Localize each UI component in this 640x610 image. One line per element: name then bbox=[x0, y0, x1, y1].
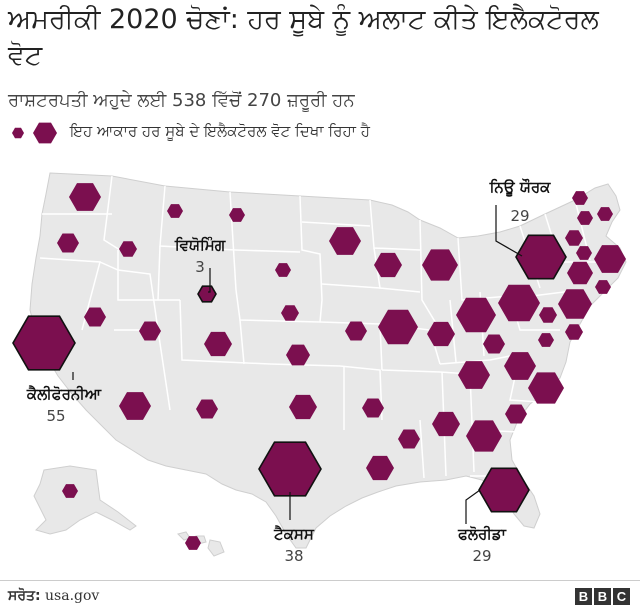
callout-wyoming: ਵਿਯੋਮਿੰਗ 3 bbox=[174, 235, 226, 293]
hex-pennsylvania bbox=[558, 289, 592, 319]
leader-line-new-york bbox=[495, 205, 523, 257]
hex-indiana bbox=[456, 297, 496, 333]
hex-north-carolina bbox=[504, 352, 536, 380]
hex-kansas bbox=[286, 344, 310, 366]
hex-washington bbox=[69, 183, 101, 211]
label-new-york: ਨਿਊ ਯੌਰਕ bbox=[489, 178, 552, 197]
leader-line-florida bbox=[465, 489, 481, 524]
hex-idaho bbox=[119, 241, 137, 257]
hex-tennessee bbox=[458, 361, 490, 389]
hex-california bbox=[12, 315, 76, 371]
hex-mississippi bbox=[398, 429, 420, 449]
chart-subtitle: ਰਾਸ਼ਟਰਪਤੀ ਅਹੁਦੇ ਲਈ 538 ਵਿੱਚੋਂ 270 ਜ਼ਰੂਰੀ… bbox=[8, 90, 355, 111]
source-value: usa.gov bbox=[45, 588, 100, 604]
legend-large-hexagon bbox=[33, 122, 57, 144]
hex-maine bbox=[572, 191, 588, 205]
hex-dc bbox=[538, 333, 554, 347]
label-wyoming: ਵਿਯੋਮਿੰਗ bbox=[174, 235, 226, 254]
hex-delaware bbox=[539, 307, 557, 323]
legend: ਇਹ ਆਕਾਰ ਹਰ ਸੂਬੇ ਦੇ ਇਲੈਕਟੋਰਲ ਵੋਟ ਦਿਖਾ ਰਿਹ… bbox=[8, 120, 628, 146]
bbc-logo: B B C bbox=[575, 588, 630, 605]
hex-new-york bbox=[515, 234, 567, 280]
hex-texas bbox=[258, 441, 322, 497]
hex-nebraska bbox=[281, 305, 299, 321]
hex-alabama bbox=[432, 411, 460, 437]
callout-new-york: ਨਿਊ ਯੌਰਕ 29 bbox=[489, 178, 552, 257]
label-texas: ਟੈਕਸਸ bbox=[273, 525, 315, 543]
hex-kentucky bbox=[427, 321, 455, 347]
hex-illinois bbox=[422, 249, 458, 281]
hex-maryland bbox=[565, 324, 583, 340]
hex-iowa bbox=[345, 321, 367, 341]
votes-texas: 38 bbox=[284, 547, 303, 565]
hex-new-hampshire bbox=[597, 207, 613, 221]
hex-georgia bbox=[466, 420, 502, 452]
hex-new-jersey bbox=[567, 261, 593, 285]
hex-virginia bbox=[528, 372, 564, 404]
hex-wisconsin bbox=[374, 252, 402, 278]
hex-vermont bbox=[577, 211, 593, 225]
hex-louisiana bbox=[366, 455, 394, 481]
source-credit: ਸਰੋਤ: usa.gov bbox=[8, 588, 99, 604]
hex-south-dakota bbox=[275, 263, 291, 277]
bbc-logo-letter: B bbox=[594, 588, 611, 605]
hex-hawaii bbox=[185, 536, 201, 550]
hex-wyoming bbox=[197, 285, 217, 303]
hex-arkansas bbox=[362, 398, 384, 418]
hex-massachusetts bbox=[595, 280, 611, 294]
votes-wyoming: 3 bbox=[195, 258, 205, 276]
source-label: ਸਰੋਤ: bbox=[8, 588, 41, 604]
label-california: ਕੈਲੀਫੋਰਨੀਆ bbox=[26, 385, 102, 403]
hex-michigan bbox=[594, 245, 626, 273]
hex-south-carolina bbox=[505, 404, 527, 424]
alaska bbox=[33, 465, 137, 535]
hex-ohio bbox=[498, 284, 540, 322]
hex-missouri bbox=[378, 309, 418, 345]
us-landmass bbox=[29, 172, 627, 549]
callout-texas: ਟੈਕਸਸ 38 bbox=[273, 492, 315, 565]
hex-new-mexico bbox=[196, 399, 218, 419]
bbc-logo-letter: B bbox=[575, 588, 592, 605]
hex-alaska bbox=[62, 484, 78, 498]
chart-title: ਅਮਰੀਕੀ 2020 ਚੋਣਾਂ: ਹਰ ਸੂਬੇ ਨੂੰ ਅਲਾਟ ਕੀਤੇ… bbox=[8, 4, 599, 71]
votes-california: 55 bbox=[46, 407, 65, 425]
contiguous-us bbox=[29, 172, 627, 549]
hex-rhode-island bbox=[576, 246, 592, 260]
legend-text: ਇਹ ਆਕਾਰ ਹਰ ਸੂਬੇ ਦੇ ਇਲੈਕਟੋਰਲ ਵੋਟ ਦਿਖਾ ਰਿਹ… bbox=[70, 122, 370, 140]
hex-nevada bbox=[84, 307, 106, 327]
hex-west-virginia bbox=[483, 334, 505, 354]
votes-florida: 29 bbox=[472, 547, 491, 565]
hawaii bbox=[177, 531, 225, 557]
callout-florida: ਫਲੋਰੀਡਾ 29 bbox=[457, 489, 507, 565]
legend-small-hexagon bbox=[12, 127, 24, 139]
hex-oklahoma bbox=[289, 394, 317, 420]
label-florida: ਫਲੋਰੀਡਾ bbox=[457, 525, 507, 543]
legend-hexagons bbox=[12, 122, 57, 144]
votes-new-york: 29 bbox=[510, 207, 529, 225]
hex-utah bbox=[139, 321, 161, 341]
callout-california: ਕੈਲੀਫੋਰਨੀਆ 55 bbox=[26, 372, 102, 425]
us-map: ਨਿਊ ਯੌਰਕ 29 ਵਿਯੋਮਿੰਗ 3 ਕੈਲੀਫੋਰਨੀਆ 55 ਟੈਕ… bbox=[12, 172, 627, 565]
hex-oregon bbox=[57, 233, 79, 253]
footer-divider bbox=[0, 580, 640, 581]
bbc-logo-letter: C bbox=[613, 588, 630, 605]
hex-arizona bbox=[119, 392, 151, 420]
hex-minnesota bbox=[329, 227, 361, 255]
state-hexagons bbox=[12, 183, 626, 550]
hex-connecticut bbox=[565, 230, 583, 246]
hex-montana bbox=[167, 204, 183, 218]
leader-line-wyoming bbox=[208, 268, 211, 293]
hex-north-dakota bbox=[229, 208, 245, 222]
hex-colorado bbox=[204, 331, 232, 357]
